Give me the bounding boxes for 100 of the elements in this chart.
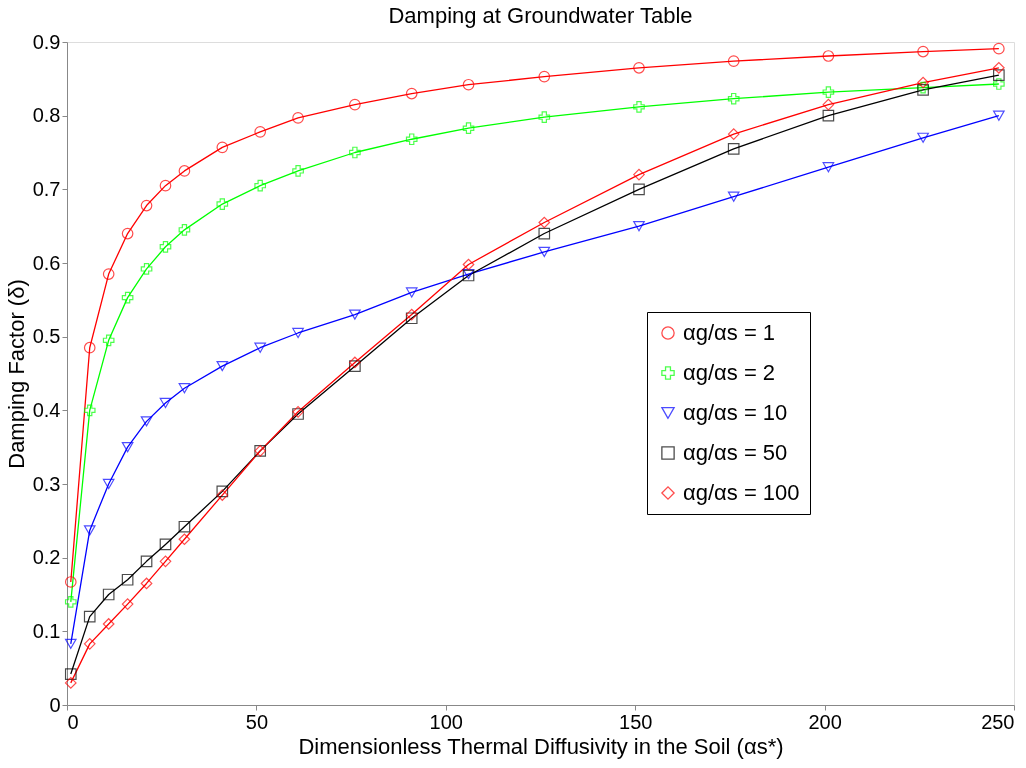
point (633, 100, 645, 113)
legend-label: αg/αs = 1 (683, 320, 776, 345)
point (462, 78, 475, 91)
x-axis-title: Dimensionless Thermal Diffusivity in the Soil (αs*) (298, 733, 784, 759)
point (405, 287, 418, 298)
point (64, 668, 77, 680)
point (993, 69, 1005, 81)
y-tick-label: 0.6 (32, 251, 61, 274)
point (102, 618, 115, 630)
legend-label: αg/αs = 50 (683, 440, 788, 465)
point (727, 191, 740, 202)
point (159, 555, 172, 568)
point (140, 416, 153, 427)
point (140, 263, 153, 275)
point (159, 538, 172, 551)
y-tick-label: 0 (49, 693, 61, 716)
point (822, 98, 835, 111)
legend-label: αg/αs = 10 (683, 400, 788, 425)
point (993, 42, 1005, 55)
y-tick-label: 0.1 (32, 619, 61, 642)
point (822, 86, 835, 98)
x-tick-label: 50 (245, 710, 269, 733)
x-tick-label: 200 (808, 710, 842, 733)
x-tick-label: 250 (981, 710, 1015, 733)
point (538, 111, 551, 123)
point (64, 638, 77, 649)
x-tick-label: 0 (67, 710, 79, 733)
point (83, 638, 96, 650)
point (178, 520, 191, 533)
x-tick-label: 100 (429, 710, 463, 733)
y-axis-title: Damping Factor (δ) (3, 279, 29, 469)
point (917, 76, 929, 89)
point (822, 109, 835, 122)
point (83, 525, 96, 536)
point (178, 383, 191, 394)
point (216, 360, 229, 372)
point (993, 61, 1005, 74)
legend-label: αg/αs = 100 (683, 480, 800, 505)
point (292, 165, 304, 177)
point (993, 110, 1005, 121)
point (121, 291, 134, 304)
point (64, 576, 77, 588)
point (121, 442, 134, 453)
point (349, 360, 361, 372)
point (822, 50, 835, 62)
point (254, 342, 267, 353)
point (405, 312, 418, 325)
point (349, 146, 361, 159)
point (727, 92, 740, 105)
point (121, 573, 134, 586)
point (349, 356, 361, 369)
point (140, 555, 153, 568)
y-tick-label: 0.7 (32, 177, 61, 200)
point (633, 61, 645, 74)
point (216, 198, 229, 210)
point (462, 258, 475, 271)
point (462, 122, 475, 135)
point (178, 533, 191, 546)
point (633, 221, 645, 232)
point (349, 98, 361, 111)
point (159, 397, 172, 409)
point (727, 55, 740, 67)
point (83, 610, 96, 623)
point (64, 677, 77, 689)
point (102, 268, 115, 280)
point (538, 227, 551, 240)
x-tick-label: 150 (619, 710, 653, 733)
point (538, 70, 551, 83)
point (727, 142, 740, 155)
y-tick-label: 0.5 (32, 325, 61, 348)
point (633, 168, 645, 181)
point (292, 327, 304, 339)
point (140, 577, 153, 590)
point (64, 596, 77, 608)
y-tick-label: 0.8 (32, 104, 61, 127)
point (405, 133, 418, 146)
point (159, 240, 172, 253)
point (216, 489, 229, 501)
point (349, 309, 361, 320)
point (405, 87, 418, 100)
point (292, 112, 304, 124)
point (83, 404, 96, 417)
point (159, 179, 172, 192)
point (917, 132, 929, 143)
y-tick-label: 0.2 (32, 546, 61, 569)
point (102, 478, 115, 490)
point (216, 141, 229, 154)
y-tick-label: 0.3 (32, 472, 61, 495)
point (538, 246, 551, 258)
point (538, 216, 551, 229)
chart-title: Damping at Groundwater Table (388, 3, 693, 28)
point (83, 341, 96, 354)
point (121, 227, 134, 240)
point (822, 162, 835, 173)
point (102, 334, 115, 347)
point (633, 183, 645, 196)
y-tick-label: 0.4 (32, 398, 61, 421)
point (121, 598, 134, 610)
point (178, 165, 191, 177)
point (993, 78, 1005, 90)
